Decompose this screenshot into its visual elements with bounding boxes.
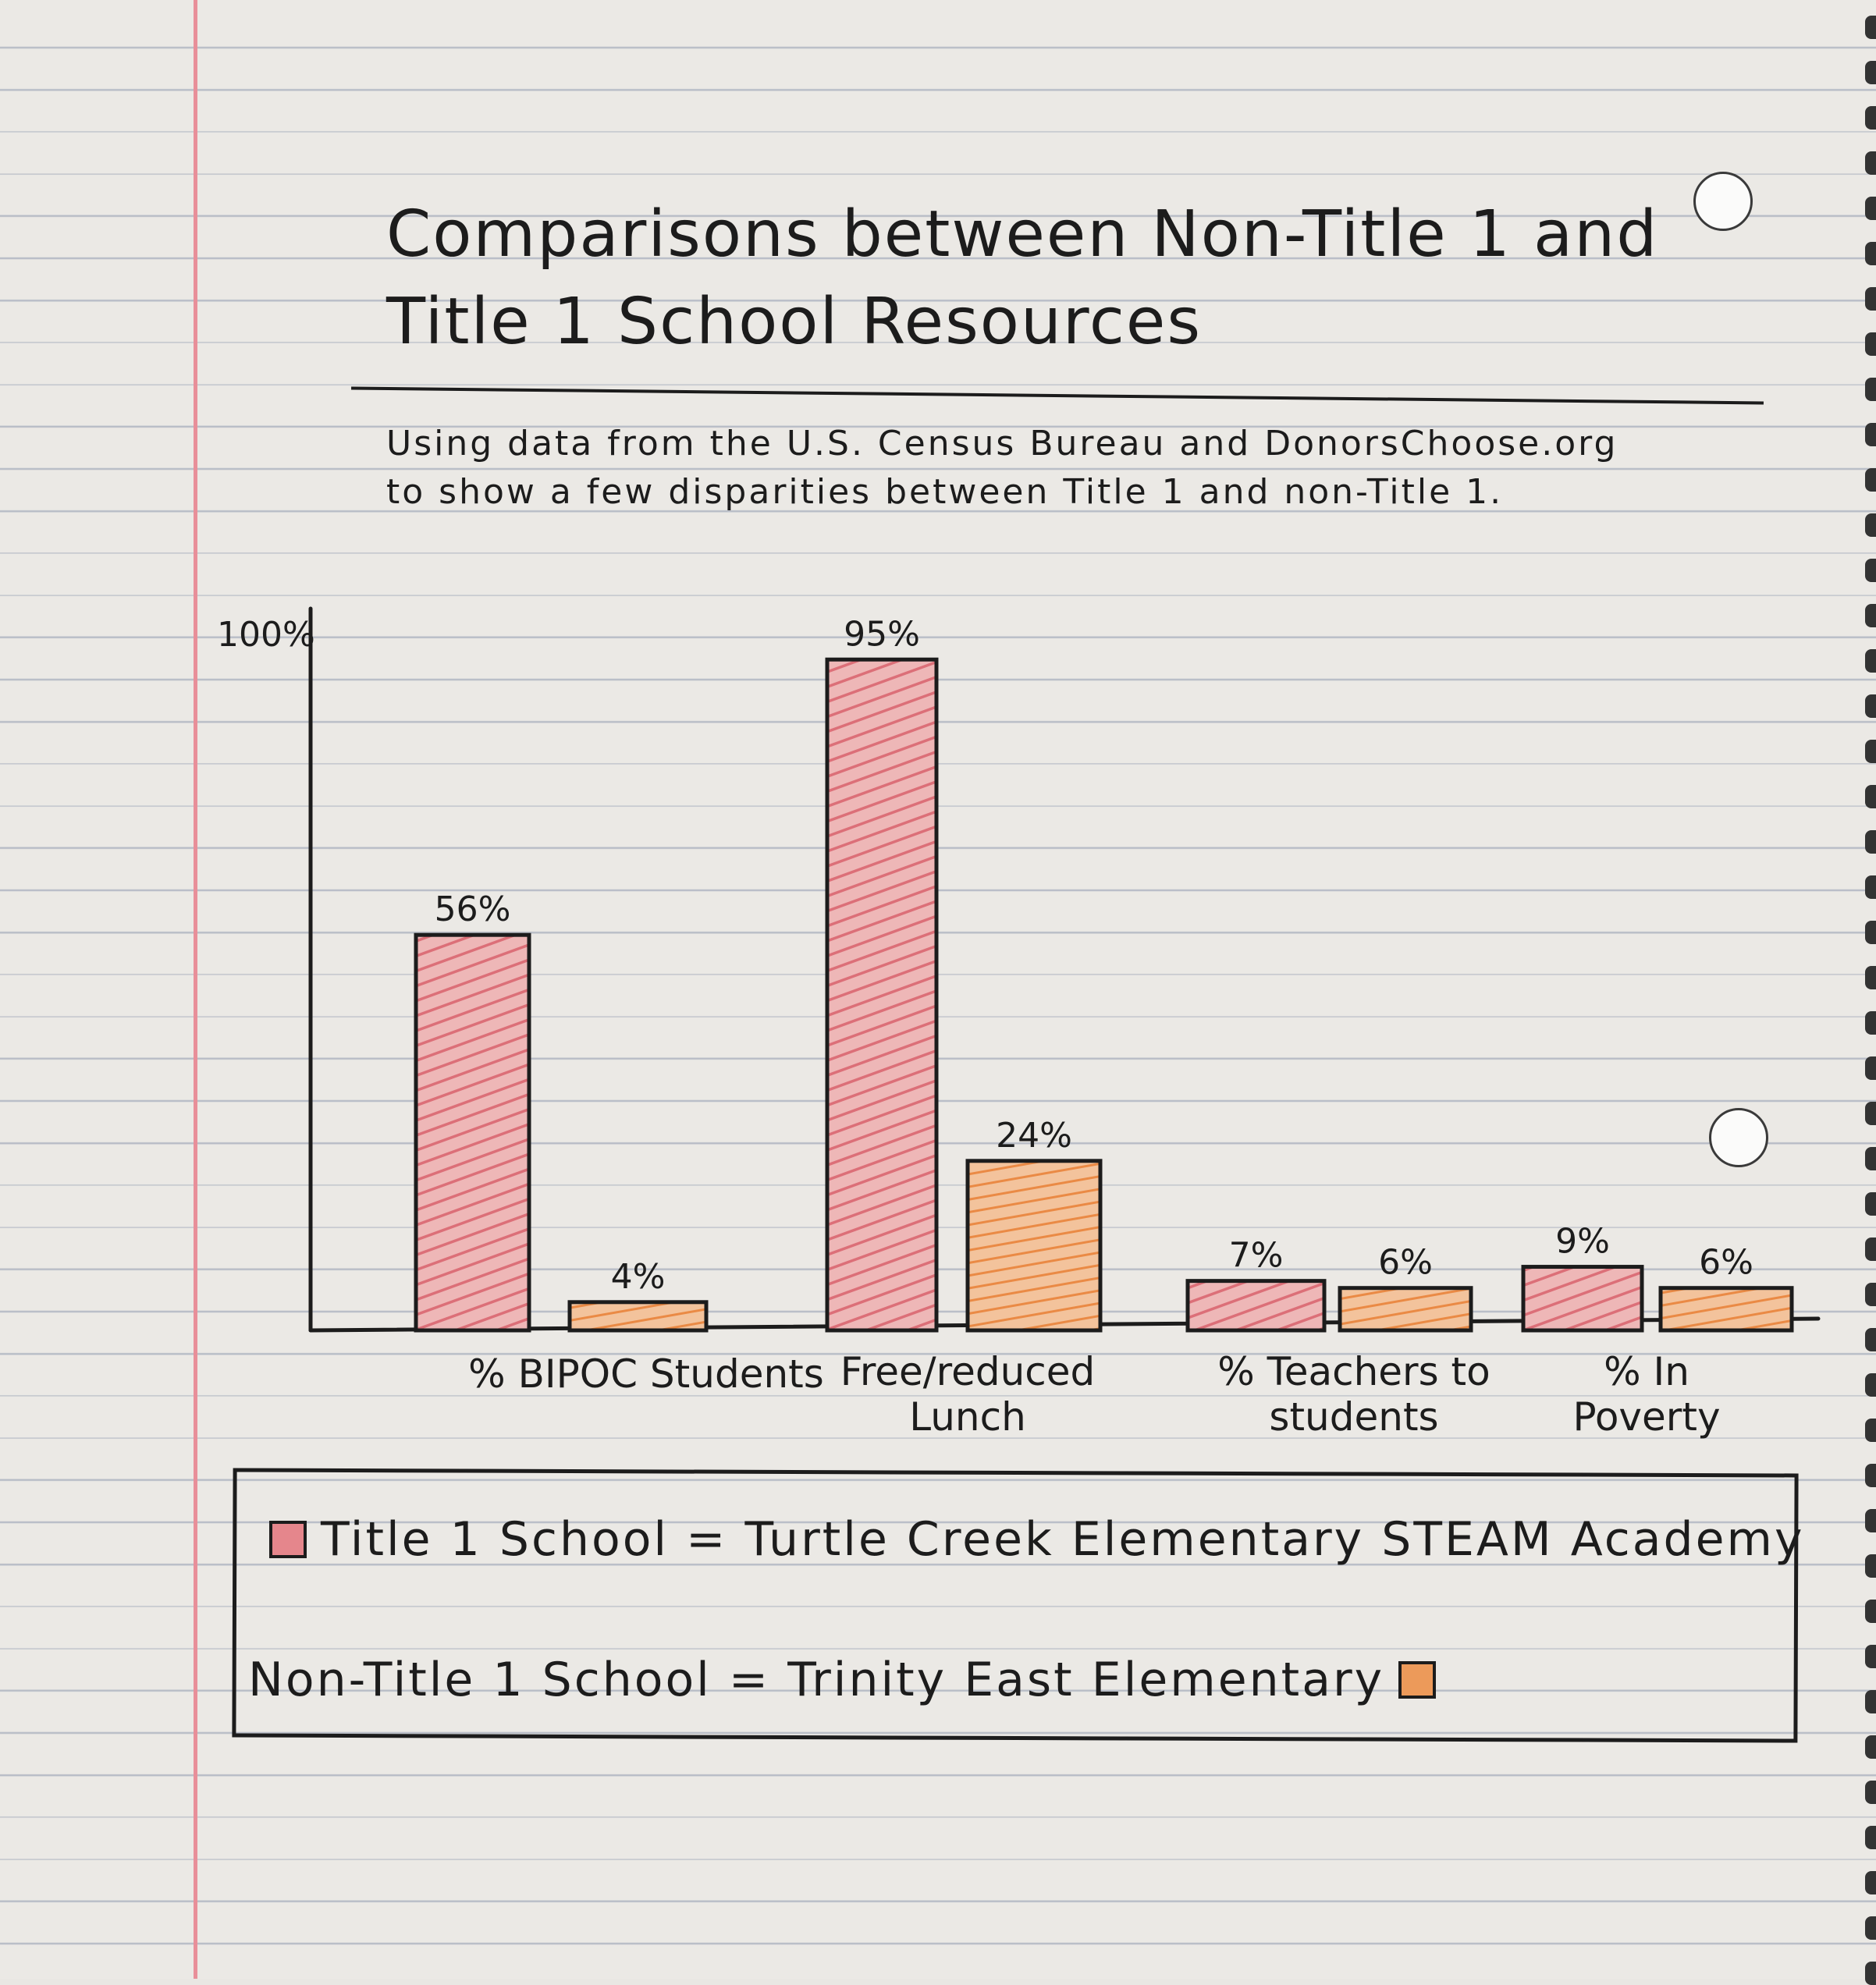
data-label-nontitle1-3: 6%: [1699, 1243, 1753, 1283]
spiral-ring: [1865, 151, 1876, 175]
spiral-ring: [1865, 1735, 1876, 1759]
binder-hole: [1693, 172, 1753, 231]
spiral-ring: [1865, 740, 1876, 763]
title-line-1: Comparisons between Non-Title 1 and: [386, 197, 1659, 272]
legend-item-title1: Title 1 School = Turtle Creek Elementary…: [269, 1512, 1804, 1567]
spiral-ring: [1865, 559, 1876, 582]
spiral-ring: [1865, 1373, 1876, 1397]
spiral-ring: [1865, 242, 1876, 265]
spiral-ring: [1865, 1147, 1876, 1170]
data-label-nontitle1-0: 4%: [611, 1257, 666, 1297]
bar-nontitle1-0: [567, 1300, 709, 1333]
spiral-ring: [1865, 468, 1876, 492]
title-line-2: Title 1 School Resources: [386, 285, 1203, 359]
spiral-ring: [1865, 423, 1876, 446]
spiral-ring: [1865, 694, 1876, 718]
spiral-ring: [1865, 1600, 1876, 1623]
spiral-ring: [1865, 785, 1876, 808]
spiral-ring: [1865, 1916, 1876, 1940]
legend-label-title1: Title 1 School = Turtle Creek Elementary…: [321, 1512, 1805, 1567]
legend-item-nontitle1: Non-Title 1 School = Trinity East Elemen…: [248, 1653, 1437, 1707]
legend-swatch-nontitle1: [1398, 1661, 1437, 1699]
y-max-label: 100%: [217, 615, 315, 655]
spiral-ring: [1865, 604, 1876, 627]
data-label-title1-3: 9%: [1555, 1222, 1610, 1262]
spiral-ring: [1865, 921, 1876, 944]
spiral-ring: [1865, 1283, 1876, 1306]
spiral-ring: [1865, 1102, 1876, 1125]
data-label-nontitle1-1: 24%: [996, 1116, 1072, 1156]
chart-title: Comparisons between Non-Title 1 and Titl…: [386, 191, 1658, 366]
spiral-ring: [1865, 1328, 1876, 1351]
bar-title1-0: [414, 932, 531, 1333]
spiral-ring: [1865, 1554, 1876, 1578]
category-label-3: % In Poverty: [1572, 1349, 1720, 1440]
spiral-ring: [1865, 1871, 1876, 1894]
spiral-ring: [1865, 1192, 1876, 1216]
chart-labels: 56% 95% 7% 9% 4% 24% 6% 6% % BIPOC Students Free/…: [435, 614, 1753, 1440]
spiral-ring: [1865, 513, 1876, 537]
bar-chart: 100% 56% 95% 7% 9% 4% 24% 6% 6% % BIPOC Students…: [217, 606, 1821, 1440]
spiral-ring: [1865, 1464, 1876, 1487]
chart-subtitle: Using data from the U.S. Census Bureau a…: [386, 420, 1618, 517]
data-label-nontitle1-2: 6%: [1378, 1243, 1433, 1283]
spiral-ring: [1865, 16, 1876, 39]
spiral-ring: [1865, 1419, 1876, 1442]
category-label-1: Free/reduced Lunch: [840, 1349, 1096, 1440]
bar-nontitle1-1: [965, 1159, 1103, 1333]
spiral-ring: [1865, 61, 1876, 84]
bar-title1-2: [1185, 1279, 1327, 1333]
spiral-ring: [1865, 1056, 1876, 1080]
subtitle-line-1: Using data from the U.S. Census Bureau a…: [386, 424, 1618, 463]
category-label-2: % Teachers to students: [1217, 1349, 1490, 1440]
spiral-ring: [1865, 1962, 1876, 1985]
data-label-title1-1: 95%: [844, 614, 920, 654]
bar-title1-1: [825, 657, 939, 1333]
chart-bars: [414, 657, 1794, 1333]
spiral-ring: [1865, 197, 1876, 220]
spiral-ring: [1865, 1509, 1876, 1532]
spiral-ring: [1865, 1238, 1876, 1261]
subtitle-line-2: to show a few disparities between Title …: [386, 472, 1504, 512]
spiral-ring: [1865, 1826, 1876, 1849]
category-label-0: % BIPOC Students: [468, 1351, 824, 1397]
spiral-ring: [1865, 966, 1876, 989]
data-label-title1-2: 7%: [1229, 1236, 1284, 1276]
spiral-ring: [1865, 106, 1876, 130]
bar-nontitle1-3: [1658, 1286, 1794, 1333]
bar-nontitle1-2: [1338, 1286, 1473, 1333]
spiral-ring: [1865, 649, 1876, 673]
data-label-title1-0: 56%: [435, 890, 511, 929]
spiral-ring: [1865, 1645, 1876, 1668]
spiral-ring: [1865, 287, 1876, 311]
spiral-ring: [1865, 1011, 1876, 1035]
spiral-ring: [1865, 1781, 1876, 1804]
legend-swatch-title1: [269, 1521, 307, 1558]
binder-hole: [1709, 1108, 1768, 1167]
spiral-ring: [1865, 1690, 1876, 1713]
margin-line: [194, 0, 197, 1979]
spiral-ring: [1865, 875, 1876, 899]
bar-title1-3: [1521, 1265, 1644, 1333]
spiral-ring: [1865, 332, 1876, 356]
legend-label-nontitle1: Non-Title 1 School = Trinity East Elemen…: [248, 1653, 1385, 1707]
spiral-ring: [1865, 378, 1876, 401]
spiral-ring: [1865, 830, 1876, 854]
